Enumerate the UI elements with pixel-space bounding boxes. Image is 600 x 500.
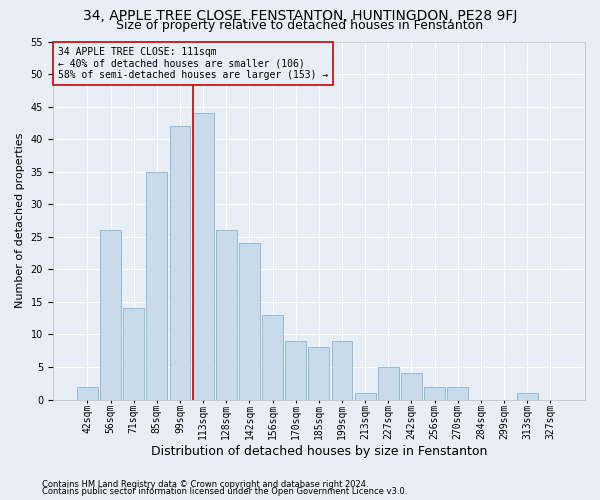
Text: 34, APPLE TREE CLOSE, FENSTANTON, HUNTINGDON, PE28 9FJ: 34, APPLE TREE CLOSE, FENSTANTON, HUNTIN… <box>83 9 517 23</box>
Bar <box>216 230 237 400</box>
Bar <box>378 367 399 400</box>
Bar <box>193 113 214 400</box>
Bar <box>332 341 352 400</box>
Bar <box>355 393 376 400</box>
Bar <box>448 386 468 400</box>
Bar <box>424 386 445 400</box>
Bar <box>308 348 329 400</box>
Bar <box>262 315 283 400</box>
Bar <box>123 308 144 400</box>
Bar <box>146 172 167 400</box>
Bar <box>517 393 538 400</box>
Bar <box>77 386 98 400</box>
Bar <box>239 244 260 400</box>
Y-axis label: Number of detached properties: Number of detached properties <box>15 133 25 308</box>
Text: Contains HM Land Registry data © Crown copyright and database right 2024.: Contains HM Land Registry data © Crown c… <box>42 480 368 489</box>
X-axis label: Distribution of detached houses by size in Fenstanton: Distribution of detached houses by size … <box>151 444 487 458</box>
Text: Size of property relative to detached houses in Fenstanton: Size of property relative to detached ho… <box>116 19 484 32</box>
Bar <box>100 230 121 400</box>
Bar <box>286 341 306 400</box>
Text: Contains public sector information licensed under the Open Government Licence v3: Contains public sector information licen… <box>42 487 407 496</box>
Bar <box>401 374 422 400</box>
Text: 34 APPLE TREE CLOSE: 111sqm
← 40% of detached houses are smaller (106)
58% of se: 34 APPLE TREE CLOSE: 111sqm ← 40% of det… <box>58 47 328 80</box>
Bar <box>170 126 190 400</box>
